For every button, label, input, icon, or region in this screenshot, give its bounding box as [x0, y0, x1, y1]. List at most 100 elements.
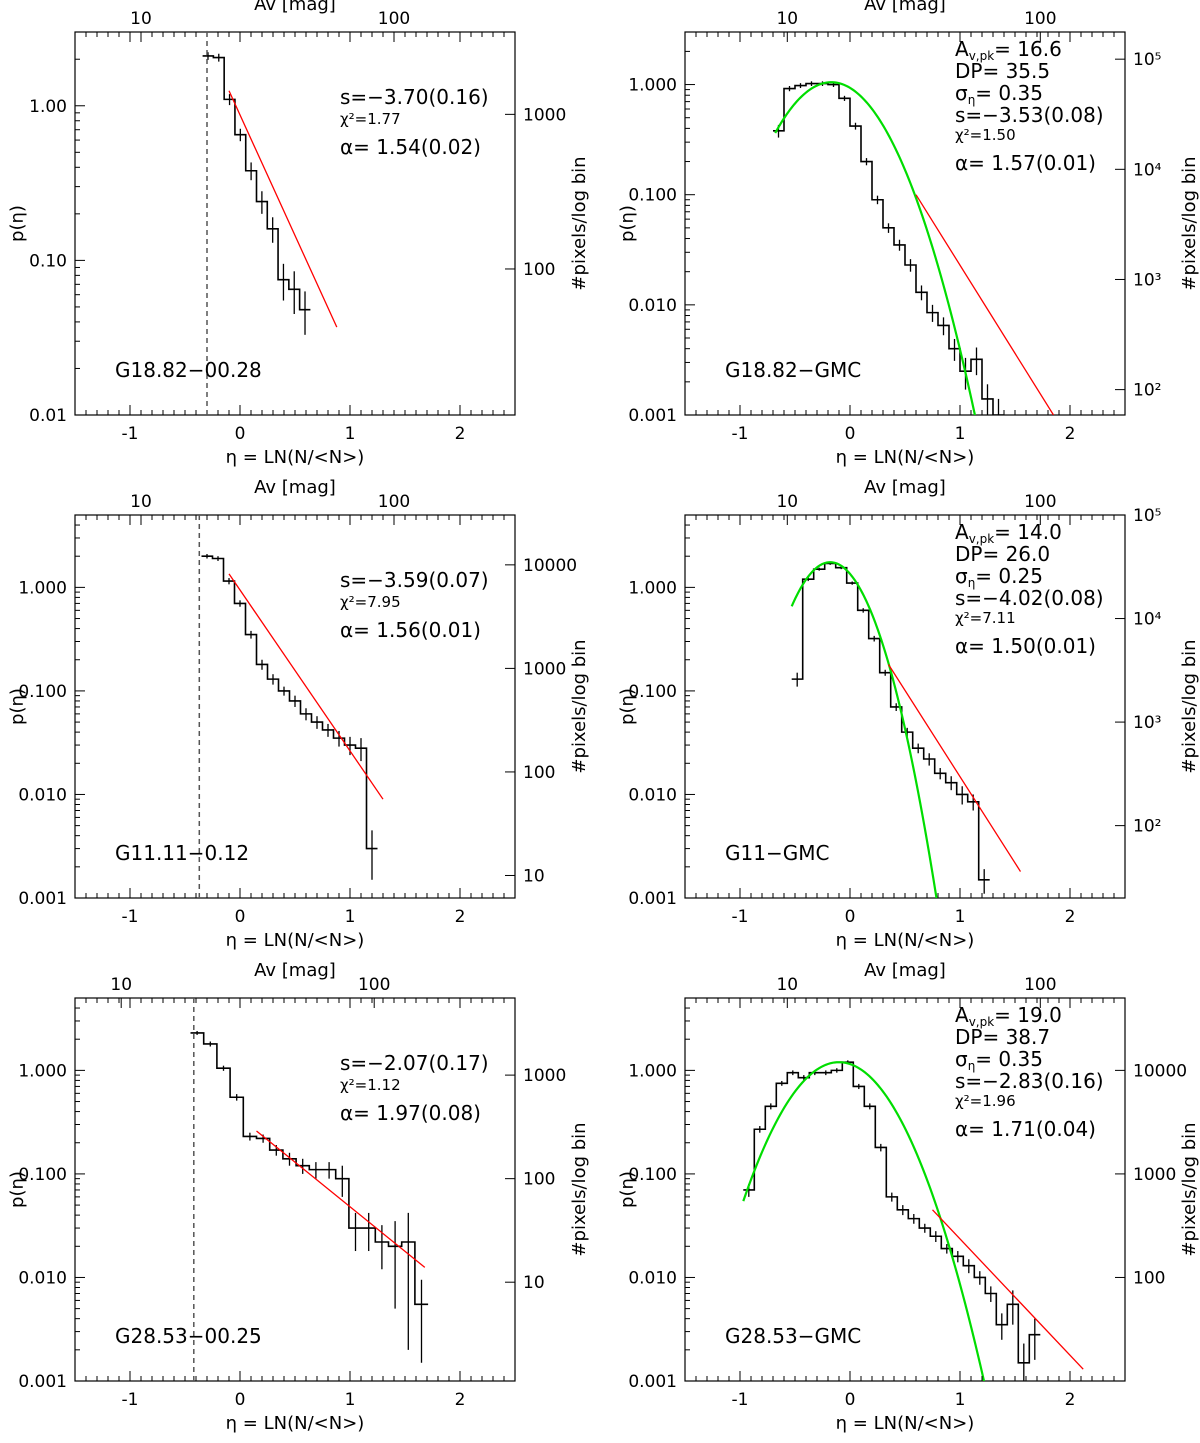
stat-line-0: s=−2.07(0.17) [340, 1051, 489, 1075]
stat-chi2: χ²=1.12 [340, 1076, 401, 1094]
right-tick-label: 10⁵ [1133, 50, 1161, 70]
top-tick-label: 10 [130, 492, 152, 512]
stat-line-3: s=−3.53(0.08) [955, 103, 1104, 127]
lognormal-fit-curve [742, 1061, 986, 1381]
region-label: G28.53−00.25 [115, 1324, 262, 1348]
region-label: G11.11−0.12 [115, 841, 249, 865]
right-axis-title: #pixels/log bin [1179, 156, 1200, 290]
panel-p5: -1 0 1 2 1.000 0.100 0.010 0.001 1000 100 10 10 100 η… [7, 960, 590, 1434]
y-tick-label: 1.000 [628, 578, 677, 598]
right-axis-title: #pixels/log bin [1179, 639, 1200, 773]
y-tick-label: 0.100 [628, 1165, 677, 1185]
top-tick-label: 100 [1024, 492, 1056, 512]
y-tick-label: 0.001 [18, 1372, 67, 1392]
right-tick-label: 100 [523, 260, 555, 280]
top-tick-label: 100 [1024, 9, 1056, 29]
y-axis-title: p(η) [617, 688, 638, 725]
stat-line-2: α= 1.56(0.01) [340, 618, 481, 642]
top-axis-title: Av [mag] [864, 960, 946, 981]
region-label: G11−GMC [725, 841, 829, 865]
y-tick-label: 0.010 [628, 785, 677, 805]
y-axis-title: p(η) [7, 688, 28, 725]
top-tick-label: 10 [776, 9, 798, 29]
data-layer [190, 1031, 429, 1363]
y-axis-title: p(η) [617, 1171, 638, 1208]
y-tick-label: 0.010 [18, 785, 67, 805]
y-tick-label: 0.10 [29, 251, 67, 271]
y-tick-label: 0.100 [18, 682, 67, 702]
x-tick-label: 1 [955, 907, 966, 927]
x-tick-label: 1 [345, 1390, 356, 1410]
right-tick-label: 100 [1133, 1268, 1165, 1288]
x-tick-label: -1 [122, 907, 139, 927]
x-axis-title: η = LN(N/<N>) [836, 447, 975, 468]
top-tick-label: 10 [130, 9, 152, 29]
right-tick-label: 100 [523, 1170, 555, 1190]
x-tick-label: 2 [455, 907, 466, 927]
panel-p1: -1 0 1 2 1.00 0.10 0.01 1000 100 10 100 η = LN(N/<N… [7, 0, 590, 468]
stat-chi2: χ²=7.95 [340, 593, 401, 611]
x-tick-label: -1 [122, 424, 139, 444]
top-tick-label: 100 [378, 492, 410, 512]
panel-p6: -1 0 1 2 1.000 0.100 0.010 0.001 10000 1000 100 10 1… [617, 960, 1200, 1434]
x-tick-label: 0 [845, 424, 856, 444]
x-tick-label: 0 [235, 907, 246, 927]
stat-line-3: s=−2.83(0.16) [955, 1069, 1104, 1093]
stat-chi2: χ²=1.96 [955, 1092, 1016, 1110]
right-axis-title: #pixels/log bin [569, 639, 590, 773]
stat-line-0: s=−3.70(0.16) [340, 85, 489, 109]
y-tick-label: 0.010 [628, 1268, 677, 1288]
x-tick-label: -1 [732, 424, 749, 444]
right-tick-label: 10³ [1133, 713, 1161, 733]
top-axis-title: Av [mag] [254, 477, 336, 498]
x-tick-label: 2 [1065, 907, 1076, 927]
power-law-fit-line [915, 194, 1055, 415]
stat-chi2: χ²=1.50 [955, 126, 1016, 144]
right-axis-title: #pixels/log bin [1179, 1122, 1200, 1256]
right-tick-label: 100 [523, 763, 555, 783]
top-tick-label: 100 [378, 9, 410, 29]
right-tick-label: 10⁵ [1133, 506, 1161, 526]
y-tick-label: 0.100 [628, 186, 677, 206]
top-tick-label: 100 [358, 975, 390, 995]
right-tick-label: 10³ [1133, 270, 1161, 290]
data-layer [202, 52, 338, 335]
x-tick-label: 2 [455, 424, 466, 444]
stat-line-0: Av,pk= 19.0 [955, 1003, 1062, 1029]
x-axis-title: η = LN(N/<N>) [836, 930, 975, 951]
x-axis-title: η = LN(N/<N>) [226, 1413, 365, 1434]
x-tick-label: 0 [845, 1390, 856, 1410]
panel-p3: -1 0 1 2 1.000 0.100 0.010 0.001 10000 1000 100 10 1… [7, 477, 590, 951]
right-tick-label: 1000 [523, 105, 566, 125]
y-tick-label: 0.01 [29, 406, 67, 426]
y-tick-label: 1.000 [18, 578, 67, 598]
power-law-fit-line [256, 1130, 426, 1268]
x-tick-label: 2 [1065, 424, 1076, 444]
stat-line-5: α= 1.50(0.01) [955, 634, 1096, 658]
region-label: G18.82−GMC [725, 358, 861, 382]
region-label: G28.53−GMC [725, 1324, 861, 1348]
right-tick-label: 10⁴ [1133, 160, 1162, 180]
data-layer [790, 561, 1022, 898]
stat-line-0: s=−3.59(0.07) [340, 568, 489, 592]
lognormal-fit-curve [790, 561, 938, 898]
stat-line-0: Av,pk= 14.0 [955, 520, 1062, 546]
x-tick-label: 1 [955, 424, 966, 444]
histogram-step [202, 55, 311, 311]
panel-p4: -1 0 1 2 1.000 0.100 0.010 0.001 10⁵ 10⁴ 10³ 10² 10 1… [617, 477, 1200, 951]
right-axis-title: #pixels/log bin [569, 1122, 590, 1256]
x-tick-label: 1 [955, 1390, 966, 1410]
stat-chi2: χ²=7.11 [955, 609, 1016, 627]
y-axis-title: p(η) [7, 1171, 28, 1208]
x-tick-label: 0 [235, 424, 246, 444]
x-tick-label: 2 [1065, 1390, 1076, 1410]
region-label: G18.82−00.28 [115, 358, 262, 382]
power-law-fit-line [228, 573, 384, 800]
x-tick-label: 0 [845, 907, 856, 927]
x-tick-label: -1 [732, 907, 749, 927]
right-tick-label: 10 [523, 1273, 545, 1293]
stat-line-1: DP= 38.7 [955, 1025, 1050, 1049]
y-tick-label: 0.001 [628, 406, 677, 426]
